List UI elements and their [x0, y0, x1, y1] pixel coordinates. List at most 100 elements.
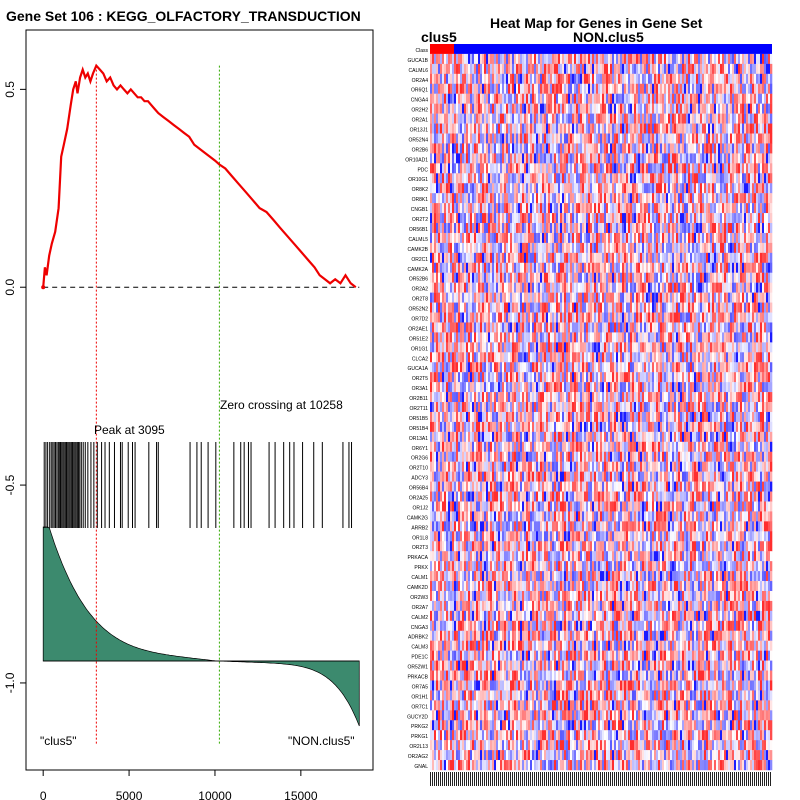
heatmap-cell [454, 272, 457, 283]
heatmap-cell [674, 73, 677, 84]
heatmap-cell [730, 223, 733, 234]
heatmap-cell [678, 232, 681, 244]
heatmap-cell [728, 292, 731, 303]
heatmap-cell [688, 183, 691, 194]
heatmap-cell [646, 73, 649, 84]
heatmap-cell [534, 223, 537, 234]
heatmap-cell [456, 103, 459, 114]
heatmap-cell [516, 153, 519, 164]
heatmap-cell [442, 153, 445, 164]
heatmap-cell [584, 133, 587, 144]
heatmap-cell [442, 173, 445, 184]
heatmap-cell [614, 113, 617, 124]
heatmap-cell [454, 183, 457, 194]
heatmap-cell [506, 193, 509, 204]
heatmap-cell [558, 322, 561, 333]
heatmap-cell [706, 302, 709, 313]
heatmap-cell [674, 203, 677, 214]
heatmap-cell [622, 232, 625, 244]
heatmap-cell [590, 193, 593, 204]
heatmap-cell [432, 312, 435, 323]
heatmap-cell [602, 53, 605, 65]
heatmap-cell [760, 173, 763, 184]
heatmap-cell [600, 312, 603, 323]
heatmap-cell [540, 332, 543, 343]
heatmap-cell [562, 213, 565, 224]
heatmap-cell [430, 163, 433, 174]
heatmap-cell [764, 223, 767, 234]
heatmap-cell [482, 153, 485, 164]
heatmap-cell [722, 153, 725, 164]
heatmap-cell [568, 223, 571, 234]
heatmap-cell [728, 153, 731, 164]
heatmap-cell [564, 93, 567, 104]
heatmap-cell [642, 103, 645, 114]
heatmap-cell [596, 193, 599, 204]
heatmap-cell [642, 153, 645, 164]
heatmap-cell [544, 133, 547, 144]
heatmap-cell [448, 193, 451, 204]
heatmap-cell [756, 193, 759, 204]
heatmap-cell [478, 282, 481, 293]
heatmap-cell [534, 232, 537, 244]
heatmap-cell [636, 53, 639, 65]
heatmap-cell [554, 153, 557, 164]
heatmap-cell [456, 213, 459, 224]
heatmap-cell [720, 322, 723, 333]
heatmap-cell [614, 53, 617, 65]
heatmap-cell [530, 133, 533, 144]
heatmap-cell [678, 63, 681, 75]
heatmap-cell [704, 203, 707, 214]
heatmap-cell [728, 252, 731, 263]
heatmap-cell [438, 203, 441, 214]
heatmap-cell [752, 113, 755, 124]
heatmap-cell [620, 83, 623, 94]
heatmap-cell [566, 252, 569, 263]
heatmap-cell [474, 163, 477, 174]
heatmap-cell [484, 113, 487, 124]
heatmap-cell [454, 193, 457, 204]
heatmap-cell [540, 223, 543, 234]
heatmap-cell [440, 143, 443, 154]
heatmap-cell [546, 153, 549, 164]
heatmap-cell [452, 83, 455, 94]
heatmap-cell [590, 332, 593, 343]
class-bar-non-clus5 [454, 44, 772, 54]
heatmap-cell [446, 103, 449, 114]
heatmap-cell [750, 252, 753, 263]
heatmap-cell [570, 242, 573, 254]
heatmap-cell [540, 252, 543, 263]
heatmap-cell [656, 272, 659, 283]
heatmap-cell [436, 292, 439, 303]
heatmap-cell [672, 262, 675, 273]
heatmap-cell [696, 272, 699, 283]
heatmap-cell [556, 133, 559, 144]
heatmap-cell [508, 133, 511, 144]
heatmap-cell [690, 73, 693, 84]
heatmap-cell [498, 153, 501, 164]
heatmap-cell [556, 223, 559, 234]
ranked-metric-area [42, 526, 360, 727]
heatmap-cell [656, 63, 659, 75]
heatmap-cell [708, 133, 711, 144]
heatmap-cell [538, 183, 541, 194]
heatmap-cell [566, 223, 569, 234]
heatmap-cell [464, 133, 467, 144]
heatmap-cell [514, 252, 517, 263]
heatmap-cell [696, 262, 699, 273]
heatmap-cell [564, 103, 567, 114]
heatmap-cell [600, 63, 603, 75]
heatmap-cell [622, 53, 625, 65]
heatmap-cell [470, 252, 473, 263]
heatmap-cell [710, 73, 713, 84]
heatmap-cell [646, 272, 649, 283]
heatmap-cell [484, 163, 487, 174]
heatmap-cell [636, 282, 639, 293]
heatmap-cell [460, 242, 463, 254]
heatmap-cell [712, 103, 715, 114]
heatmap-cell [558, 83, 561, 94]
heatmap-cell [700, 83, 703, 94]
heatmap-cell [486, 173, 489, 184]
heatmap-cell [586, 332, 589, 343]
heatmap-cell [750, 143, 753, 154]
